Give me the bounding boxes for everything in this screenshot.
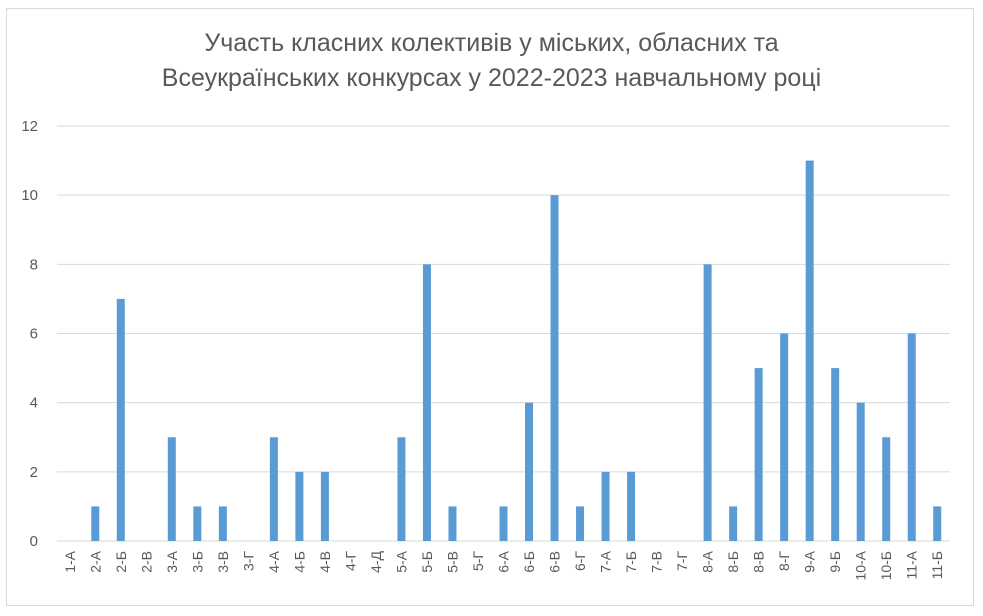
bars	[91, 160, 942, 542]
x-tick-label: 4-Б	[291, 551, 307, 573]
bar-7-А	[601, 471, 610, 541]
bar-5-Б	[422, 264, 431, 541]
bar-11-А	[907, 333, 916, 541]
x-tick-label: 5-В	[444, 551, 460, 573]
y-tick-label: 12	[21, 118, 38, 135]
x-tick-label: 9-А	[802, 550, 818, 572]
chart-title: Участь класних колективів у міських, обл…	[0, 26, 983, 96]
x-tick-label: 4-В	[317, 551, 333, 573]
bar-7-Б	[627, 471, 636, 541]
bar-9-А	[805, 160, 814, 542]
bar-8-А	[703, 264, 712, 541]
x-tick-label: 8-Г	[776, 551, 792, 571]
x-tick-label: 2-Б	[113, 551, 129, 573]
y-tick-label: 2	[30, 464, 38, 481]
y-tick-label: 8	[30, 256, 38, 273]
x-tick-label: 11-А	[904, 550, 920, 579]
x-tick-label: 8-А	[700, 550, 716, 572]
bar-3-Б	[193, 506, 202, 541]
bar-6-Г	[576, 506, 585, 541]
gridlines	[57, 125, 950, 542]
x-tick-label: 7-Б	[623, 551, 639, 573]
x-tick-label: 3-Б	[189, 551, 205, 573]
chart-title-line-1: Участь класних колективів у міських, обл…	[204, 29, 779, 57]
x-tick-label: 8-В	[751, 551, 767, 573]
bar-6-Б	[525, 402, 534, 541]
bar-5-В	[448, 506, 457, 541]
bar-4-В	[320, 471, 329, 541]
y-tick-label: 0	[30, 533, 38, 550]
x-tick-label: 7-А	[598, 550, 614, 572]
chart-title-line-2: Всеукраїнських конкурсах у 2022-2023 нав…	[161, 64, 822, 92]
bar-5-А	[397, 437, 406, 541]
bar-10-А	[856, 402, 865, 541]
bar-9-Б	[831, 368, 840, 541]
bar-4-А	[269, 437, 278, 541]
x-tick-label: 6-Г	[572, 551, 588, 571]
bar-8-В	[754, 368, 763, 541]
x-tick-label: 7-Г	[674, 551, 690, 571]
bar-11-Б	[933, 506, 942, 541]
bar-2-А	[91, 506, 100, 541]
y-tick-label: 4	[30, 395, 38, 412]
x-tick-label: 3-А	[164, 550, 180, 572]
bar-8-Б	[729, 506, 738, 541]
x-tick-label: 5-А	[393, 550, 409, 572]
x-tick-label: 10-Б	[878, 551, 894, 580]
x-tick-label: 9-Б	[827, 551, 843, 573]
bar-3-В	[218, 506, 227, 541]
bar-2-Б	[116, 298, 125, 541]
bar-6-В	[550, 195, 559, 541]
x-tick-label: 3-Г	[240, 551, 256, 571]
x-tick-label: 11-Б	[929, 551, 945, 579]
x-tick-label: 2-В	[138, 551, 154, 573]
x-tick-label: 5-Б	[419, 551, 435, 573]
x-tick-label: 10-А	[853, 550, 869, 580]
y-tick-label: 10	[21, 187, 38, 204]
bar-10-Б	[882, 437, 891, 541]
x-tick-label: 4-Д	[368, 550, 384, 572]
x-tick-label: 1-А	[62, 550, 78, 572]
x-tick-label: 2-А	[87, 550, 103, 572]
y-axis-ticks: 0 2 4 6 8 10 12	[21, 118, 38, 550]
x-tick-label: 5-Г	[470, 551, 486, 571]
bar-4-Б	[295, 471, 304, 541]
x-tick-label: 6-А	[496, 550, 512, 572]
bar-3-А	[167, 437, 176, 541]
x-tick-label: 6-Б	[521, 551, 537, 573]
x-tick-label: 3-В	[215, 551, 231, 573]
bar-6-А	[499, 506, 508, 541]
x-tick-label: 6-В	[547, 551, 563, 573]
x-axis-ticks: 1-А 2-А 2-Б 2-В 3-А 3-Б 3-В 3-Г 4-А 4-Б 4-В 4-Г 4-Д 5…	[62, 550, 945, 580]
x-tick-label: 8-Б	[725, 551, 741, 573]
x-tick-label: 7-В	[649, 551, 665, 573]
bar-8-Г	[780, 333, 789, 541]
y-tick-label: 6	[30, 326, 38, 343]
x-tick-label: 4-Г	[342, 551, 358, 571]
x-tick-label: 4-А	[266, 550, 282, 572]
